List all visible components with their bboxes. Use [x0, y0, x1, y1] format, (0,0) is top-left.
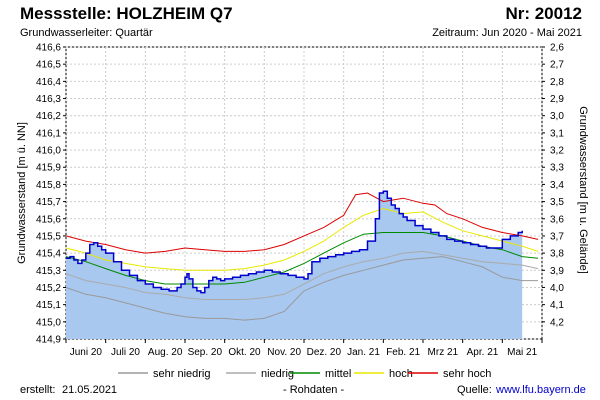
x-tick-label: Aug. 20: [148, 347, 183, 358]
x-tick-label: Juni 20: [70, 347, 103, 358]
right-tick-label: 3,5: [550, 197, 564, 208]
right-tick-label: 4,2: [550, 317, 564, 328]
created-date: 21.05.2021: [62, 384, 118, 396]
x-tick-label: Apr. 21: [467, 347, 499, 358]
left-tick-label: 415,9: [36, 163, 61, 174]
left-tick-label: 414,9: [36, 335, 61, 346]
rohdaten-label: - Rohdaten -: [283, 384, 345, 396]
y-axis-label-right: Grundwasserstand [m u. Gelände]: [577, 106, 589, 274]
legend: sehr niedrig niedrig mittel hoch sehr hoch: [118, 368, 491, 380]
x-tick-label: Dez. 20: [307, 347, 342, 358]
right-tick-label: 3,4: [550, 180, 564, 191]
x-axis-ticks: Juni 20 Juli 20 Aug. 20 Sep. 20 Okt. 20 Nov. …: [65, 339, 543, 358]
period-label: Zeitraum: Jun 2020 - Mai 2021: [432, 27, 582, 39]
series-line-sehr-niedrig: [65, 256, 538, 321]
station-number: Nr: 20012: [505, 4, 582, 23]
legend-label: hoch: [389, 368, 413, 380]
legend-label: mittel: [325, 368, 351, 380]
left-tick-label: 415,0: [36, 317, 61, 328]
right-tick-label: 4,1: [550, 300, 564, 311]
left-tick-label: 416,1: [36, 128, 61, 139]
left-tick-label: 415,5: [36, 231, 61, 242]
left-tick-label: 416,3: [36, 94, 61, 105]
right-tick-label: 3,8: [550, 249, 564, 260]
x-tick-label: Sep. 20: [188, 347, 223, 358]
right-tick-label: 3,3: [550, 163, 564, 174]
right-tick-label: 3,1: [550, 128, 564, 139]
y-axis-label-left: Grundwasserstand [m ü. NN]: [16, 122, 28, 264]
left-tick-label: 415,2: [36, 283, 61, 294]
left-tick-label: 415,6: [36, 214, 61, 225]
series-line-niedrig: [65, 250, 539, 300]
left-axis-ticks: 416,6 416,5 416,4 416,3 416,2 416,1 416,0 415,9…: [36, 43, 66, 346]
aquifer-label: Grundwasserleiter: Quartär: [20, 27, 153, 39]
right-tick-label: 2,8: [550, 77, 564, 88]
legend-label: sehr niedrig: [153, 368, 210, 380]
right-tick-label: 3,2: [550, 146, 564, 157]
legend-label: sehr hoch: [443, 368, 491, 380]
left-tick-label: 415,4: [36, 249, 61, 260]
left-tick-label: 415,1: [36, 300, 61, 311]
right-tick-label: 3,6: [550, 214, 564, 225]
left-tick-label: 416,4: [36, 77, 61, 88]
left-tick-label: 415,8: [36, 180, 61, 191]
x-tick-label: Okt. 20: [228, 347, 261, 358]
x-tick-label: Feb. 21: [386, 347, 420, 358]
right-tick-label: 2,6: [550, 43, 564, 54]
left-tick-label: 415,7: [36, 197, 61, 208]
left-tick-label: 416,6: [36, 43, 61, 54]
left-tick-label: 416,5: [36, 60, 61, 71]
source-label: Quelle:: [457, 384, 492, 396]
right-tick-label: 2,7: [550, 60, 564, 71]
x-tick-label: Jan. 21: [347, 347, 380, 358]
created-label: erstellt:: [20, 384, 56, 396]
x-tick-label: Mai 21: [507, 347, 537, 358]
x-tick-label: Nov. 20: [267, 347, 301, 358]
left-tick-label: 416,0: [36, 146, 61, 157]
chart-marks: [65, 190, 539, 339]
left-tick-label: 415,3: [36, 266, 61, 277]
right-tick-label: 3,0: [550, 111, 564, 122]
x-tick-label: Mrz 21: [428, 347, 459, 358]
right-tick-label: 3,9: [550, 266, 564, 277]
measured-line: [66, 190, 523, 294]
source-link[interactable]: www.lfu.bayern.de: [496, 384, 586, 396]
legend-label: niedrig: [261, 368, 294, 380]
right-axis-ticks: 2,6 2,7 2,8 2,9 3,0 3,1 3,2 3,3 3,4 3,5 3,6 3,7 3,8 3…: [542, 43, 564, 328]
right-tick-label: 2,9: [550, 94, 564, 105]
series-line-hoch: [65, 207, 539, 271]
series-line-sehr-hoch: [65, 192, 539, 254]
station-title: Messstelle: HOLZHEIM Q7: [20, 4, 233, 23]
right-tick-label: 4,0: [550, 283, 564, 294]
x-tick-label: Juli 20: [111, 347, 140, 358]
left-tick-label: 416,2: [36, 111, 61, 122]
right-tick-label: 3,7: [550, 231, 564, 242]
measured-area: [66, 191, 523, 339]
